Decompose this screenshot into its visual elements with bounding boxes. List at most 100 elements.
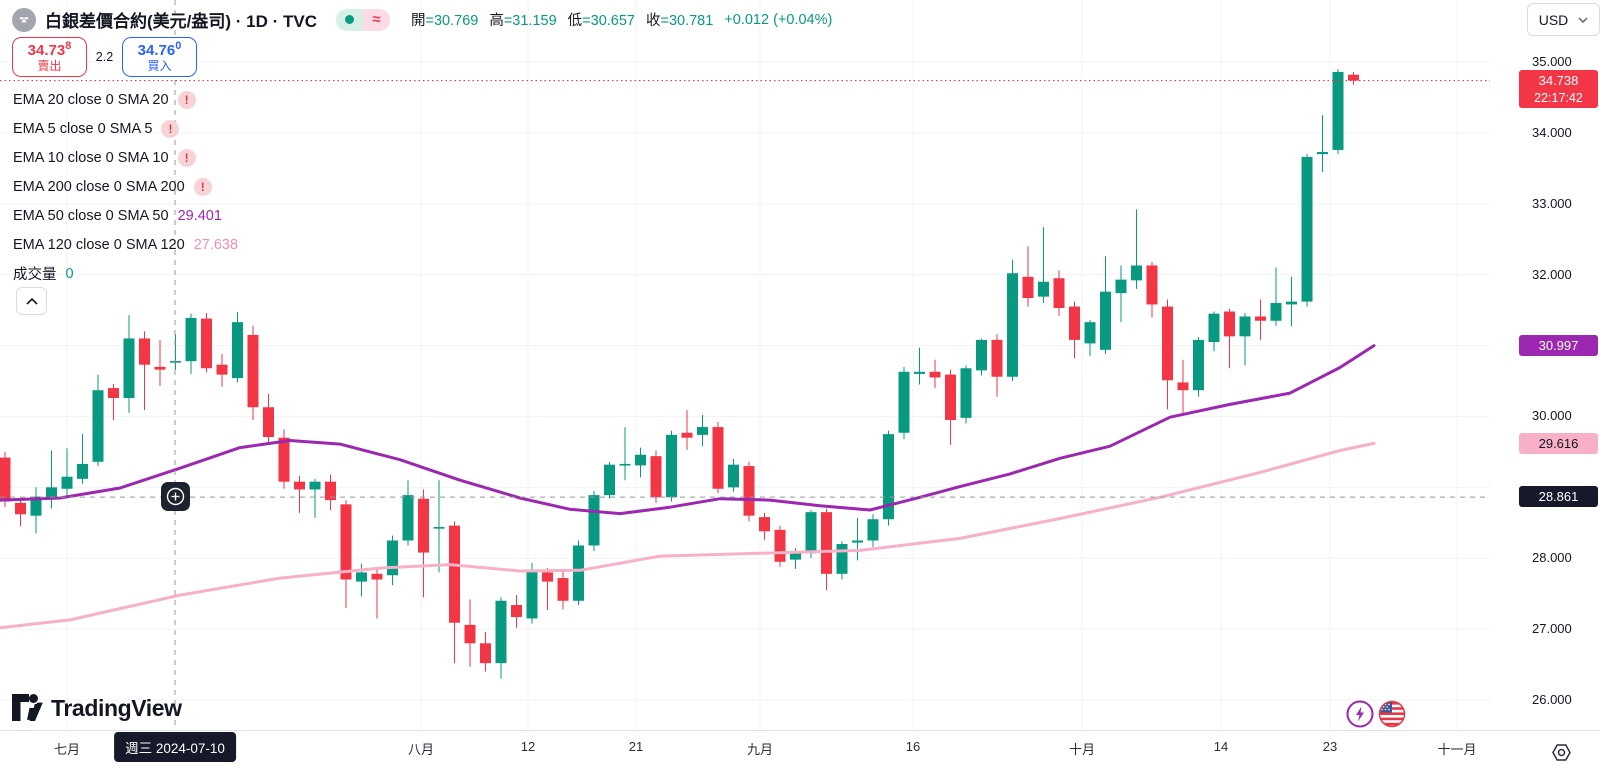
indicator-row[interactable]: EMA 120 close 0 SMA 120 27.638: [13, 230, 238, 259]
sell-button[interactable]: 34.738 賣出: [12, 37, 87, 77]
candle: [402, 495, 414, 541]
candle: [1317, 152, 1328, 155]
candle: [139, 338, 150, 365]
indicator-label: 成交量: [13, 267, 57, 283]
time-axis-label: 十一月: [1437, 742, 1477, 757]
candle: [526, 569, 538, 619]
candle: [1301, 156, 1313, 302]
candle: [914, 371, 925, 374]
candle: [1193, 339, 1204, 391]
tradingview-logo[interactable]: TradingView: [12, 694, 182, 722]
currency-dropdown[interactable]: USD: [1527, 3, 1600, 36]
candle: [852, 540, 863, 543]
indicator-row[interactable]: EMA 50 close 0 SMA 50 29.401: [13, 201, 238, 230]
candle: [1007, 273, 1018, 377]
candle: [154, 366, 166, 370]
candle: [449, 525, 460, 623]
time-axis-label: 八月: [407, 742, 435, 757]
candle: [480, 643, 491, 664]
candle: [821, 512, 832, 574]
alert-icon[interactable]: !: [161, 119, 180, 138]
candle: [418, 498, 429, 553]
candle: [991, 339, 1003, 377]
indicator-row[interactable]: EMA 10 close 0 SMA 10!: [13, 143, 238, 172]
axis-settings-gear-icon[interactable]: [1551, 742, 1572, 768]
time-axis-label: 21: [628, 739, 644, 754]
candle: [216, 364, 228, 375]
candle: [1100, 291, 1111, 350]
indicator-row[interactable]: EMA 5 close 0 SMA 5!: [13, 114, 238, 143]
candle: [1348, 74, 1359, 81]
buy-button[interactable]: 34.760 買入: [122, 37, 197, 77]
candle: [898, 371, 910, 433]
candle: [1270, 303, 1282, 321]
sma-50-line: [0, 344, 1376, 516]
us-flag-icon[interactable]: [1378, 700, 1406, 733]
candle: [278, 437, 290, 482]
chart-header: 白銀差價合約(美元/盎司) · 1D · TVC ≈ 開=30.769 高=31.…: [12, 7, 832, 32]
candle: [1115, 279, 1127, 294]
alert-icon[interactable]: !: [193, 177, 212, 196]
candle: [201, 318, 212, 369]
candle: [77, 463, 88, 479]
candle: [774, 529, 786, 562]
candle: [759, 517, 770, 532]
buy-label: 買入: [147, 58, 172, 73]
candle: [836, 544, 848, 574]
indicator-label: EMA 10 close 0 SMA 10: [13, 149, 169, 166]
price-axis-label: 26.000: [1532, 692, 1572, 707]
indicator-row[interactable]: 成交量 0: [13, 259, 238, 288]
price-change: +0.012 (+0.04%): [724, 11, 833, 28]
candle: [108, 388, 119, 399]
candle: [30, 496, 42, 516]
price-axis-label: 35.000: [1532, 54, 1572, 69]
candle: [294, 481, 305, 490]
time-axis[interactable]: 週三 2024-07-10 七月 八月 12 21 九月 16 十月 14 23 十一月: [0, 730, 1600, 776]
indicator-label: EMA 200 close 0 SMA 200: [13, 178, 185, 195]
candle: [542, 572, 553, 582]
candle: [511, 605, 522, 618]
price-axis-label: 34.000: [1532, 124, 1572, 140]
spread-value: 2.2: [95, 50, 114, 64]
candle: [557, 578, 569, 601]
candle: [1286, 301, 1297, 305]
candle: [1022, 276, 1034, 299]
indicator-row[interactable]: EMA 200 close 0 SMA 200!: [13, 172, 238, 201]
indicator-row[interactable]: EMA 20 close 0 SMA 20!: [13, 85, 238, 114]
alert-icon[interactable]: !: [177, 148, 196, 167]
candle: [712, 427, 724, 489]
candle: [1084, 322, 1096, 344]
indicator-label: EMA 50 close 0 SMA 50: [13, 207, 169, 224]
symbol-title[interactable]: 白銀差價合約(美元/盎司) · 1D · TVC: [45, 12, 317, 31]
indicator-value: 0: [65, 265, 74, 282]
market-status-pill[interactable]: ≈: [336, 8, 390, 31]
ohlc-item: 低=30.657: [567, 13, 635, 29]
crosshair-plus-button[interactable]: [161, 482, 190, 511]
sma50-price-badge: 30.997: [1519, 334, 1598, 356]
candle: [805, 512, 817, 554]
candle: [883, 434, 894, 520]
candle: [356, 572, 367, 582]
collapse-legend-button[interactable]: [16, 287, 47, 315]
candle: [340, 504, 352, 580]
indicator-label: EMA 120 close 0 SMA 120: [13, 236, 185, 253]
ohlc-item: 高=31.159: [489, 13, 557, 29]
candle: [46, 487, 57, 498]
price-axis[interactable]: 35.000 34.000 33.000 32.000 30.000 28.000 27.0…: [1491, 0, 1600, 730]
lightning-icon[interactable]: [1346, 700, 1374, 733]
chevron-down-icon: [1578, 16, 1588, 23]
sma120-price-badge: 29.616: [1519, 432, 1598, 454]
alert-icon[interactable]: !: [177, 90, 196, 109]
time-axis-label: 14: [1213, 739, 1229, 754]
delayed-data-icon: ≈: [363, 8, 390, 31]
silver-symbol-icon: [12, 7, 36, 32]
crosshair-date-tooltip: 週三 2024-07-10: [114, 732, 236, 762]
candle: [867, 519, 879, 541]
candle: [697, 427, 708, 435]
time-axis-label: 12: [520, 739, 536, 754]
candle: [123, 338, 135, 399]
time-axis-label: 十月: [1068, 742, 1096, 757]
candle: [232, 322, 243, 379]
